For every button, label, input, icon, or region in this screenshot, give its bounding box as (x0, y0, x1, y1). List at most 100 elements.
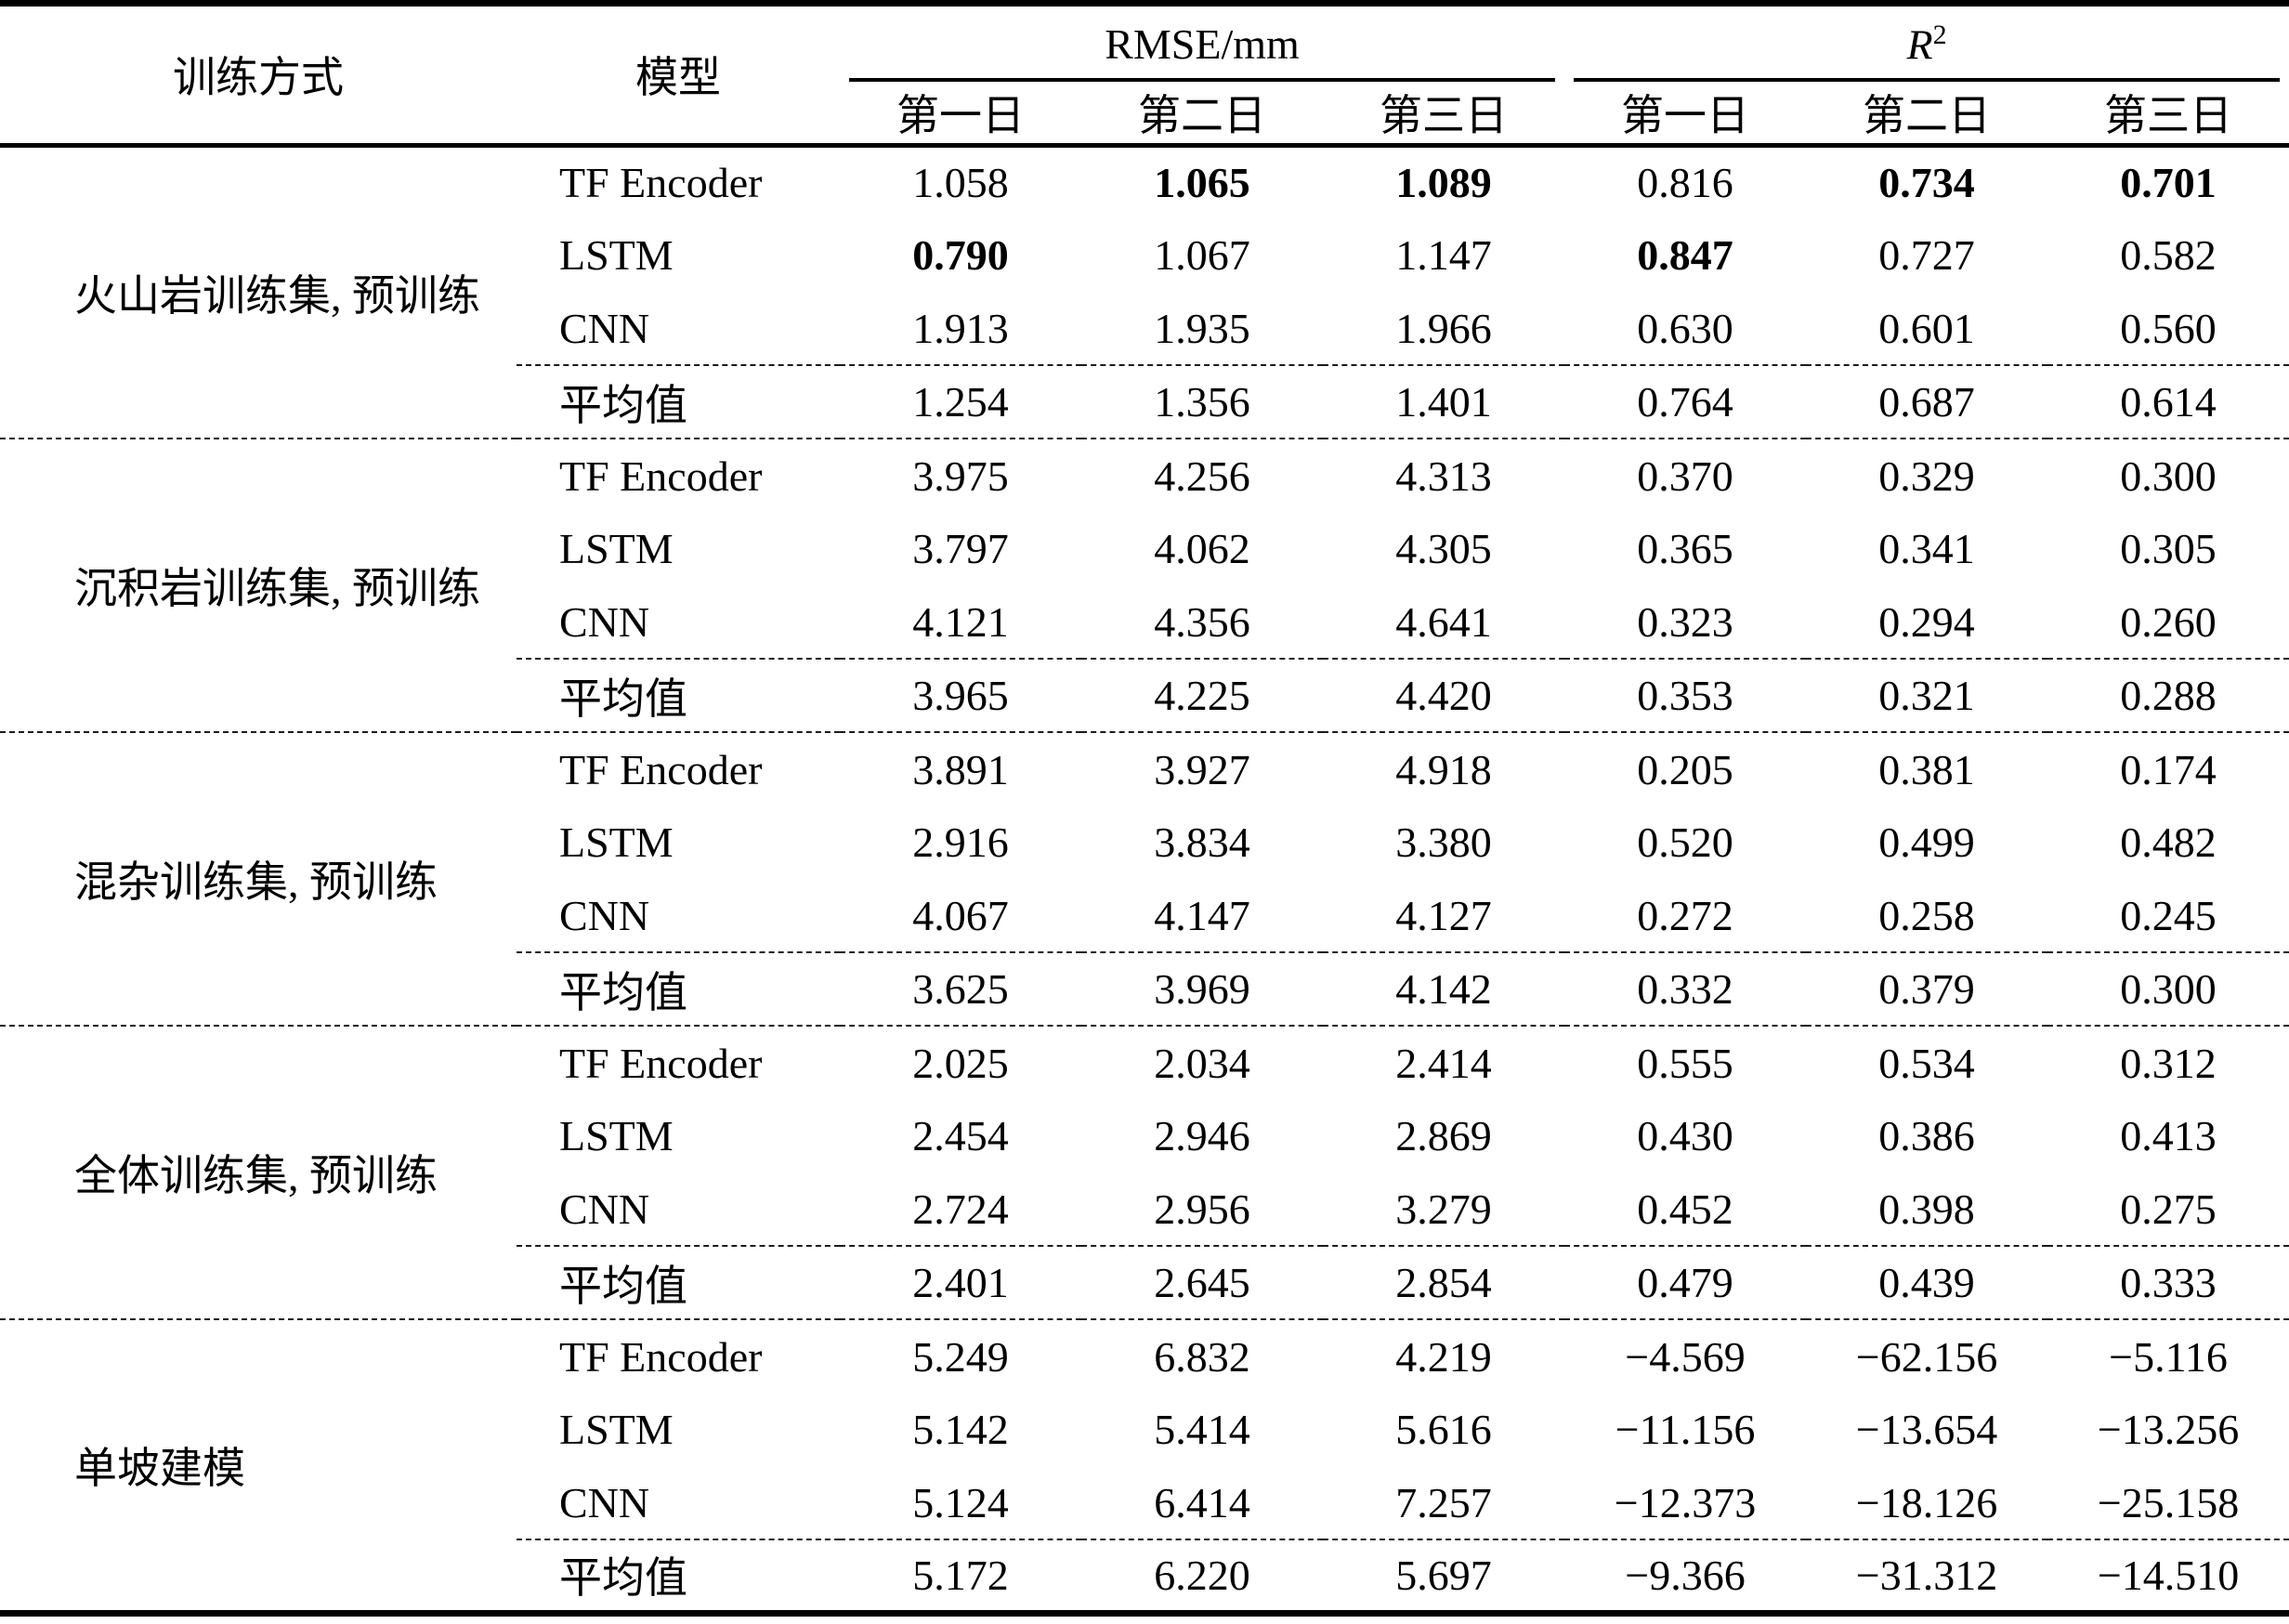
value-cell: 4.147 (1081, 879, 1323, 953)
model-name: CNN (517, 1466, 840, 1540)
header-r2-day3: 第三日 (2104, 91, 2233, 139)
value-cell: 4.356 (1081, 585, 1323, 660)
value-cell: 0.381 (1878, 745, 1975, 793)
value-cell: 7.257 (1323, 1466, 1565, 1540)
model-name: TF Encoder (559, 745, 763, 793)
value-cell: 2.854 (1395, 1259, 1492, 1306)
value-cell: 4.313 (1395, 452, 1492, 500)
header-r2-group: R2 (1564, 4, 2289, 82)
header-rmse-day3: 第三日 (1380, 91, 1509, 139)
value-cell: 0.601 (1806, 292, 2048, 366)
table-row: CNN 4.121 4.356 4.641 0.323 0.294 0.260 (0, 585, 2289, 660)
value-cell: 0.370 (1637, 452, 1733, 500)
value-cell: 0.764 (1637, 378, 1733, 426)
value-cell: 4.420 (1395, 672, 1492, 719)
header-r2-day1: 第一日 (1621, 91, 1750, 139)
value-cell: 0.482 (2120, 819, 2217, 866)
value-cell: −5.116 (2109, 1332, 2228, 1381)
table-row: 混杂训练集, 预训练 TF Encoder 3.891 3.927 4.918 0.205… (0, 732, 2289, 907)
value-cell: 2.025 (912, 1039, 1009, 1087)
training-method-group-3: 混杂训练集, 预训练 TF Encoder 3.891 3.927 4.918 0.205… (0, 732, 2289, 1026)
average-label: 平均值 (559, 674, 687, 723)
value-cell: 1.935 (1081, 292, 1323, 366)
value-cell: −9.366 (1625, 1551, 1746, 1599)
value-cell: 1.147 (1395, 231, 1492, 279)
value-cell: 0.727 (1878, 231, 1975, 279)
value-cell: 3.834 (1154, 819, 1250, 866)
value-cell: −62.156 (1855, 1332, 1998, 1381)
value-cell: −25.158 (2047, 1466, 2289, 1540)
value-cell: −11.156 (1615, 1406, 1756, 1453)
training-method-label: 沉积岩训练集, 预训练 (74, 565, 480, 612)
average-label: 平均值 (559, 968, 687, 1016)
value-cell: 0.258 (1806, 879, 2048, 953)
table-row: LSTM 3.797 4.062 4.305 0.365 0.341 0.305 (0, 512, 2289, 585)
value-cell: 5.616 (1395, 1406, 1492, 1453)
value-cell: −13.256 (2097, 1406, 2240, 1453)
value-cell: 0.275 (2047, 1172, 2289, 1247)
value-cell: 4.918 (1395, 745, 1492, 793)
value-cell: 0.701 (2120, 159, 2217, 207)
header-r2-day2: 第二日 (1863, 91, 1992, 139)
table-row: 全体训练集, 预训练 TF Encoder 2.025 2.034 2.414 0.555… (0, 1026, 2289, 1200)
value-cell: 2.414 (1395, 1039, 1492, 1087)
table-row: 火山岩训练集, 预训练 TF Encoder 1.058 1.065 1.089 0.81… (0, 145, 2289, 320)
r2-superscript: 2 (1932, 19, 1947, 50)
value-cell: 0.174 (2120, 745, 2217, 793)
model-name: CNN (517, 1172, 840, 1247)
training-method-group-4: 全体训练集, 预训练 TF Encoder 2.025 2.034 2.414 0.555… (0, 1026, 2289, 1319)
value-cell: −14.510 (2097, 1551, 2240, 1599)
average-label: 平均值 (559, 1262, 687, 1310)
value-cell: 0.333 (2120, 1259, 2217, 1306)
value-cell: 0.332 (1637, 965, 1733, 1013)
training-method-label: 全体训练集, 预训练 (74, 1152, 438, 1199)
header-training-method: 训练方式 (173, 54, 344, 102)
header-row-groups: 训练方式 模型 RMSE/mm R2 (0, 4, 2289, 101)
value-cell: 6.220 (1154, 1551, 1250, 1599)
model-name: CNN (517, 879, 840, 953)
value-cell: −18.126 (1806, 1466, 2048, 1540)
value-cell: 0.734 (1878, 159, 1975, 207)
value-cell: 0.520 (1637, 819, 1733, 866)
value-cell: 2.034 (1154, 1039, 1250, 1087)
value-cell: −13.654 (1855, 1406, 1998, 1453)
model-name: CNN (517, 292, 840, 366)
value-cell: 5.142 (912, 1406, 1009, 1453)
value-cell: 0.386 (1878, 1112, 1975, 1159)
value-cell: 0.555 (1637, 1039, 1733, 1087)
value-cell: 4.062 (1154, 525, 1250, 572)
value-cell: 0.816 (1637, 159, 1733, 207)
value-cell: 0.260 (2047, 585, 2289, 660)
value-cell: 5.124 (840, 1466, 1081, 1540)
table-row: LSTM 2.916 3.834 3.380 0.520 0.499 0.482 (0, 805, 2289, 879)
value-cell: 5.249 (912, 1332, 1009, 1381)
table-row: 单坡建模 TF Encoder 5.249 6.832 4.219 −4.569 −62.1… (0, 1319, 2289, 1492)
training-method-group-1: 火山岩训练集, 预训练 TF Encoder 1.058 1.065 1.089 0.81… (0, 145, 2289, 439)
value-cell: 0.582 (2120, 231, 2217, 279)
value-cell: 0.452 (1564, 1172, 1807, 1247)
header-model: 模型 (635, 54, 721, 102)
value-cell: 1.065 (1154, 159, 1250, 207)
value-cell: 4.305 (1395, 525, 1492, 572)
value-cell: −31.312 (1855, 1551, 1998, 1599)
value-cell: −12.373 (1564, 1466, 1807, 1540)
table-row: CNN 2.724 2.956 3.279 0.452 0.398 0.275 (0, 1172, 2289, 1247)
value-cell: 5.414 (1154, 1406, 1250, 1453)
value-cell: 3.969 (1154, 965, 1250, 1013)
header-row-days: 第一日 第二日 第三日 第一日 第二日 第三日 (0, 82, 2289, 146)
value-cell: 4.127 (1323, 879, 1565, 953)
value-cell: 3.927 (1154, 745, 1250, 793)
value-cell: 2.645 (1154, 1259, 1250, 1306)
value-cell: 1.254 (912, 378, 1009, 426)
value-cell: 6.832 (1154, 1332, 1250, 1381)
model-name: TF Encoder (559, 1332, 763, 1381)
table-row: 平均值 2.401 2.645 2.854 0.479 0.439 0.333 (0, 1246, 2289, 1319)
training-method-label: 单坡建模 (74, 1444, 245, 1492)
value-cell: 1.089 (1395, 159, 1492, 207)
value-cell: 0.312 (2120, 1039, 2217, 1087)
value-cell: 0.499 (1878, 819, 1975, 866)
value-cell: 3.797 (912, 525, 1009, 572)
table-row: LSTM 5.142 5.414 5.616 −11.156 −13.654 −13.256 (0, 1393, 2289, 1466)
table-row: 平均值 5.172 6.220 5.697 −9.366 −31.312 −14.510 (0, 1539, 2289, 1613)
model-name: CNN (517, 585, 840, 660)
